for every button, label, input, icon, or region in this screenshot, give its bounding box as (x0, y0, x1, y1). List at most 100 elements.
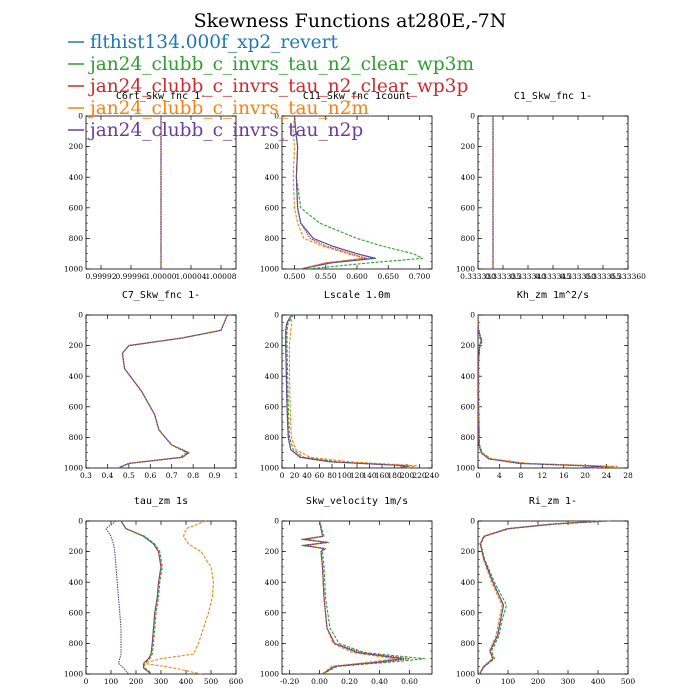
series-line-1 (477, 314, 608, 469)
series-line-2 (300, 520, 426, 675)
x-tick-label: 100 (104, 677, 119, 686)
x-tick-label: 300 (561, 677, 576, 686)
y-tick-label: 600 (265, 203, 280, 212)
y-tick-label: 0 (78, 112, 83, 121)
x-tick-label: 0.3 (80, 471, 92, 480)
series-line-2 (286, 314, 411, 469)
x-tick-label: 20 (580, 471, 590, 480)
series-line-3 (302, 520, 411, 675)
y-tick-label: 400 (461, 578, 476, 587)
x-tick-label: 0.333330 (460, 272, 496, 281)
y-tick-label: 600 (265, 402, 280, 411)
x-tick-label: 1.00008 (205, 272, 236, 281)
y-tick-label: 0 (274, 517, 279, 526)
x-tick-label: 100 (501, 677, 516, 686)
x-tick-label: 0.7 (166, 471, 178, 480)
series-line-2 (479, 520, 611, 675)
y-tick-label: 800 (265, 433, 280, 442)
x-tick-label: 0.9 (209, 471, 221, 480)
y-tick-label: 200 (461, 341, 476, 350)
x-tick-label: 200 (531, 677, 546, 686)
x-tick-label: 100 (337, 471, 352, 480)
y-tick-label: 200 (461, 547, 476, 556)
x-tick-label: 120 (350, 471, 365, 480)
x-tick-label: 600 (229, 677, 244, 686)
y-tick-label: 800 (69, 639, 84, 648)
x-tick-label: 20 (290, 471, 300, 480)
plot-frame (85, 520, 237, 675)
y-tick-label: 200 (69, 547, 84, 556)
y-tick-label: 200 (265, 547, 280, 556)
x-tick-label: 180 (387, 471, 402, 480)
x-tick-label: 0.333355 (585, 272, 621, 281)
series-line-5 (479, 520, 605, 675)
panel-3: C1_Skw_fnc 1-020040060080010000.3333300.… (456, 91, 646, 281)
series-line-5 (293, 115, 374, 270)
x-tick-label: 12 (538, 471, 548, 480)
x-tick-label: 0 (84, 677, 89, 686)
legend-label: jan24_clubb_c_invrs_tau_n2p (88, 120, 363, 141)
x-tick-label: 0 (476, 677, 481, 686)
y-tick-label: 1000 (260, 265, 279, 274)
y-tick-label: 400 (265, 578, 280, 587)
plot-frame (477, 314, 629, 469)
x-tick-label: 0.500 (284, 272, 306, 281)
x-tick-label: 1 (234, 471, 239, 480)
x-tick-label: 0.4 (101, 471, 113, 480)
panel-title: C6rt_Skw_fnc 1- (116, 91, 206, 102)
y-tick-label: 400 (461, 173, 476, 182)
plot-frame (281, 314, 433, 469)
x-tick-label: 40 (302, 471, 312, 480)
x-tick-label: 0.550 (315, 272, 337, 281)
series-line-5 (285, 314, 405, 469)
series-line-4 (479, 520, 599, 675)
y-tick-label: 800 (69, 433, 84, 442)
x-tick-label: 0.600 (346, 272, 368, 281)
x-tick-label: 16 (559, 471, 569, 480)
y-tick-label: 600 (69, 402, 84, 411)
figure-title: Skewness Functions at280E,-7N (194, 10, 507, 32)
panel-title: tau_zm 1s (134, 496, 188, 507)
panel-8: Skw_velocity 1m/s 0 200 400 600 800 1000-0.20 0… (260, 496, 433, 686)
y-tick-label: 200 (461, 142, 476, 151)
y-tick-label: 0 (274, 311, 279, 320)
x-tick-label: 60 (315, 471, 325, 480)
y-tick-label: 400 (265, 173, 280, 182)
x-tick-label: 28 (623, 471, 633, 480)
panel-title: C7_Skw_fnc 1- (122, 290, 200, 301)
panel-title: Lscale 1.0m (324, 290, 390, 301)
y-tick-label: 1000 (260, 670, 279, 679)
y-tick-label: 600 (265, 608, 280, 617)
y-tick-label: 0 (78, 517, 83, 526)
y-tick-label: 600 (461, 203, 476, 212)
x-tick-label: 0.40 (371, 677, 388, 686)
series-line-5 (477, 314, 602, 469)
x-tick-label: 500 (204, 677, 219, 686)
legend-label: jan24_clubb_c_invrs_tau_n2_clear_wp3p (88, 76, 468, 97)
x-tick-label: 0.333340 (510, 272, 546, 281)
legend-label: flthist134.000f_xp2_revert (90, 32, 338, 53)
y-tick-label: 1000 (64, 464, 83, 473)
y-tick-label: 800 (69, 234, 84, 243)
y-tick-label: 0 (470, 517, 475, 526)
panel-title: Skw_velocity 1m/s (306, 496, 408, 507)
x-tick-label: 0.99996 (115, 272, 146, 281)
y-tick-label: 200 (265, 142, 280, 151)
series-line-4 (117, 314, 228, 469)
y-tick-label: 800 (461, 234, 476, 243)
x-tick-label: 0 (280, 471, 285, 480)
y-tick-label: 800 (461, 639, 476, 648)
x-tick-label: 1.00000 (145, 272, 176, 281)
x-tick-label: 400 (179, 677, 194, 686)
x-tick-label: 8 (518, 471, 523, 480)
x-tick-label: 500 (621, 677, 636, 686)
x-tick-label: 0.333350 (560, 272, 596, 281)
panel-title: Ri_zm 1- (529, 496, 577, 507)
x-tick-label: 200 (400, 471, 415, 480)
series-line-4 (142, 520, 215, 675)
plot-frame (477, 115, 629, 270)
legend-label: jan24_clubb_c_invrs_tau_n2_clear_wp3m (88, 54, 474, 75)
y-tick-label: 0 (470, 311, 475, 320)
